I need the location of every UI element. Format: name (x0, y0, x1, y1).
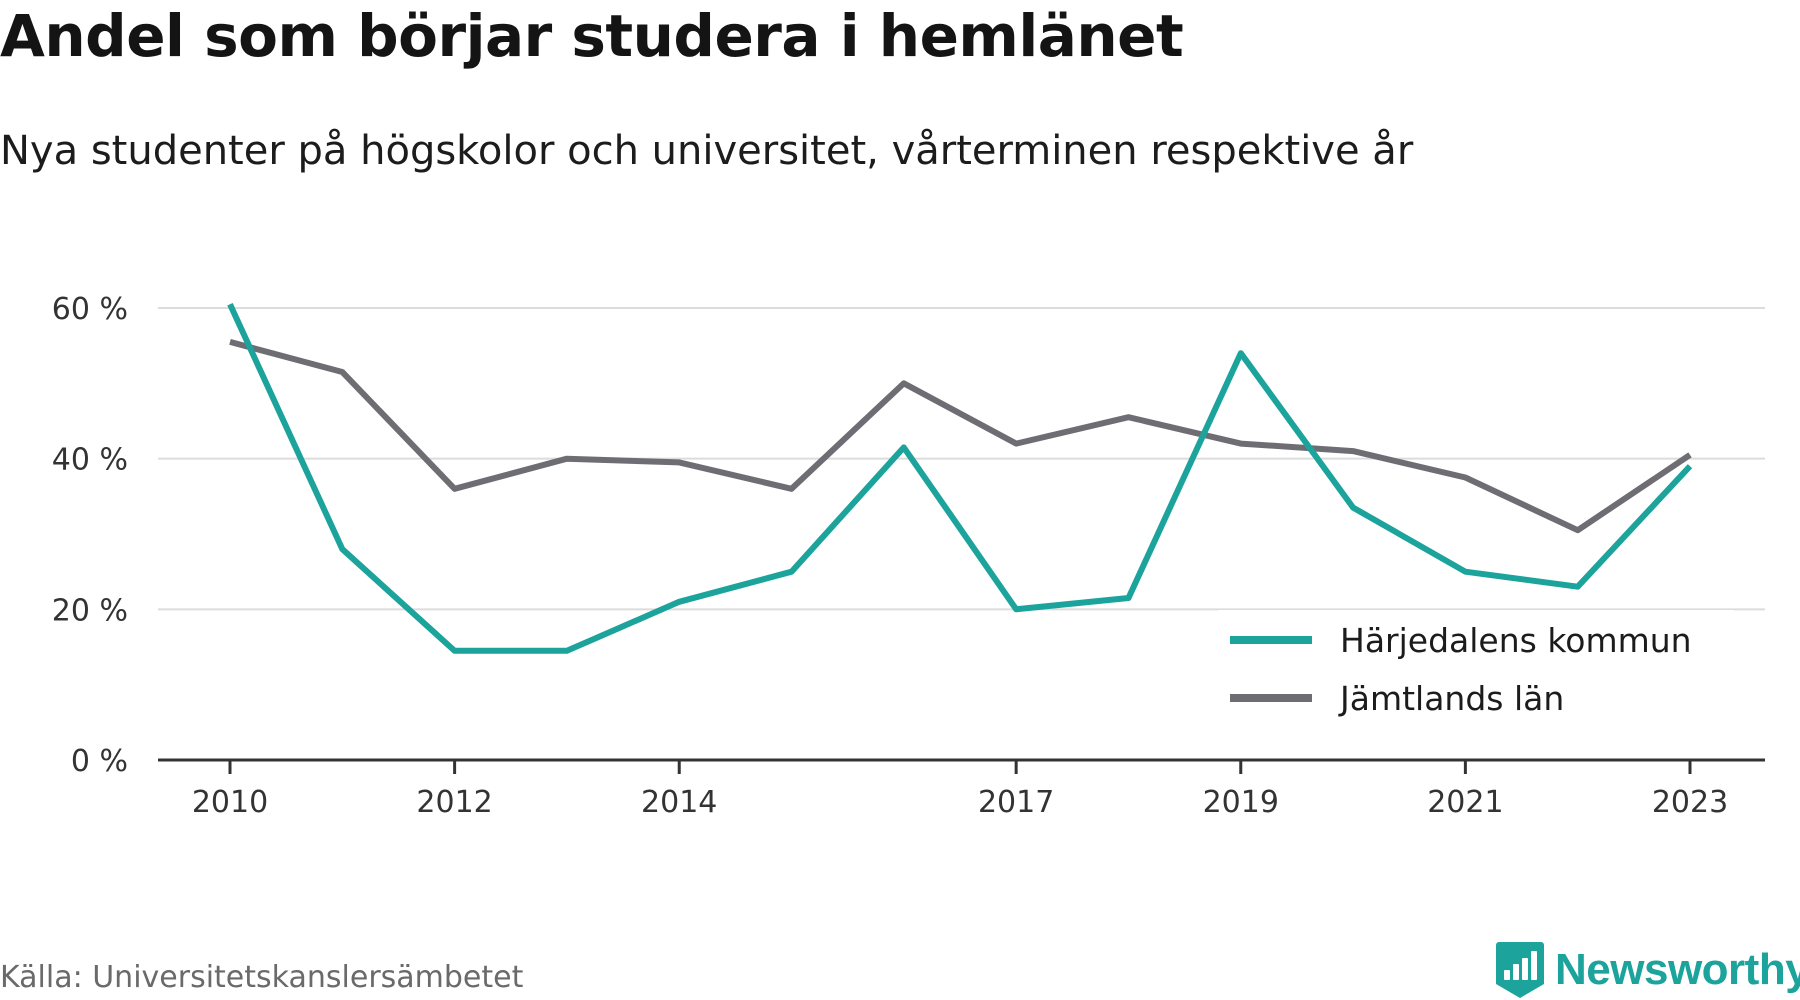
x-tick-label: 2010 (192, 785, 268, 820)
legend-label: Härjedalens kommun (1340, 621, 1692, 660)
x-tick-label: 2017 (978, 785, 1054, 820)
newsworthy-logo-icon (1496, 942, 1544, 998)
x-tick-label: 2012 (416, 785, 492, 820)
source-note: Källa: Universitetskanslersämbetet (0, 960, 524, 995)
y-tick-label: 0 % (71, 744, 128, 779)
y-tick-label: 60 % (52, 292, 128, 327)
legend-label: Jämtlands län (1338, 679, 1564, 718)
brand-logo[interactable]: Newsworthy (1495, 940, 1800, 1000)
series-lines (227, 302, 1693, 654)
x-tick-label: 2019 (1203, 785, 1279, 820)
x-tick-label: 2023 (1652, 785, 1728, 820)
series-line-0 (227, 302, 1693, 654)
chart-subtitle: Nya studenter på högskolor och universit… (0, 128, 1414, 174)
legend-background (1218, 610, 1734, 734)
axes: 0 % 20 % 40 % 60 % 2010 2012 2014 2017 2019 2021 2… (52, 292, 1765, 820)
grid-lines (158, 307, 1765, 611)
series-line-1 (229, 339, 1692, 534)
y-tick-label: 20 % (52, 593, 128, 628)
y-tick-label: 40 % (52, 443, 128, 478)
brand-name: Newsworthy (1555, 945, 1800, 994)
x-tick-label: 2014 (641, 785, 717, 820)
chart-title: Andel som börjar studera i hemlänet (0, 2, 1184, 70)
line-chart: 0 % 20 % 40 % 60 % 2010 2012 2014 2017 2019 2021 2… (52, 292, 1765, 820)
legend: Härjedalens kommun Jämtlands län (1218, 610, 1734, 734)
x-tick-label: 2021 (1427, 785, 1503, 820)
